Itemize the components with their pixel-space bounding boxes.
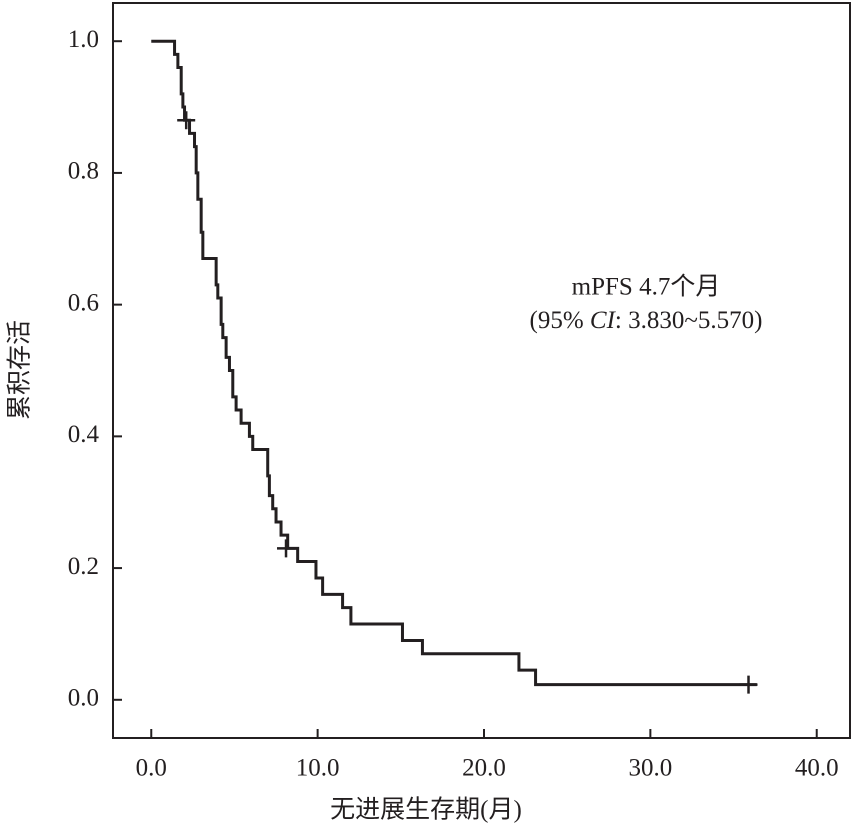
annotation-part: : 3.830~5.570) [615,307,763,334]
annotation-part: CI [590,307,617,334]
annotation: mPFS 4.7个月 [572,274,721,301]
y-tick-label: 1.0 [68,26,99,53]
y-tick-label: 0.8 [68,158,99,185]
annotation-part: (95% [530,307,590,334]
censor-mark [177,111,196,130]
x-tick-label: 20.0 [462,755,506,782]
x-tick-label: 0.0 [136,755,167,782]
x-tick-label: 40.0 [795,755,839,782]
y-axis-label: 累积存活 [6,320,34,420]
y-tick-label: 0.4 [68,421,100,448]
y-tick-label: 0.6 [68,289,99,316]
x-tick-label: 30.0 [628,755,672,782]
annotation: (95% CI: 3.830~5.570) [530,307,763,334]
plot-frame [112,2,851,739]
x-axis-label: 无进展生存期(月) [330,796,522,824]
censor-mark [739,675,758,694]
y-tick-label: 0.2 [68,553,99,580]
y-tick-label: 0.0 [68,685,99,712]
survival-curve [151,39,757,687]
x-tick-label: 10.0 [296,755,340,782]
censor-mark [277,539,296,558]
